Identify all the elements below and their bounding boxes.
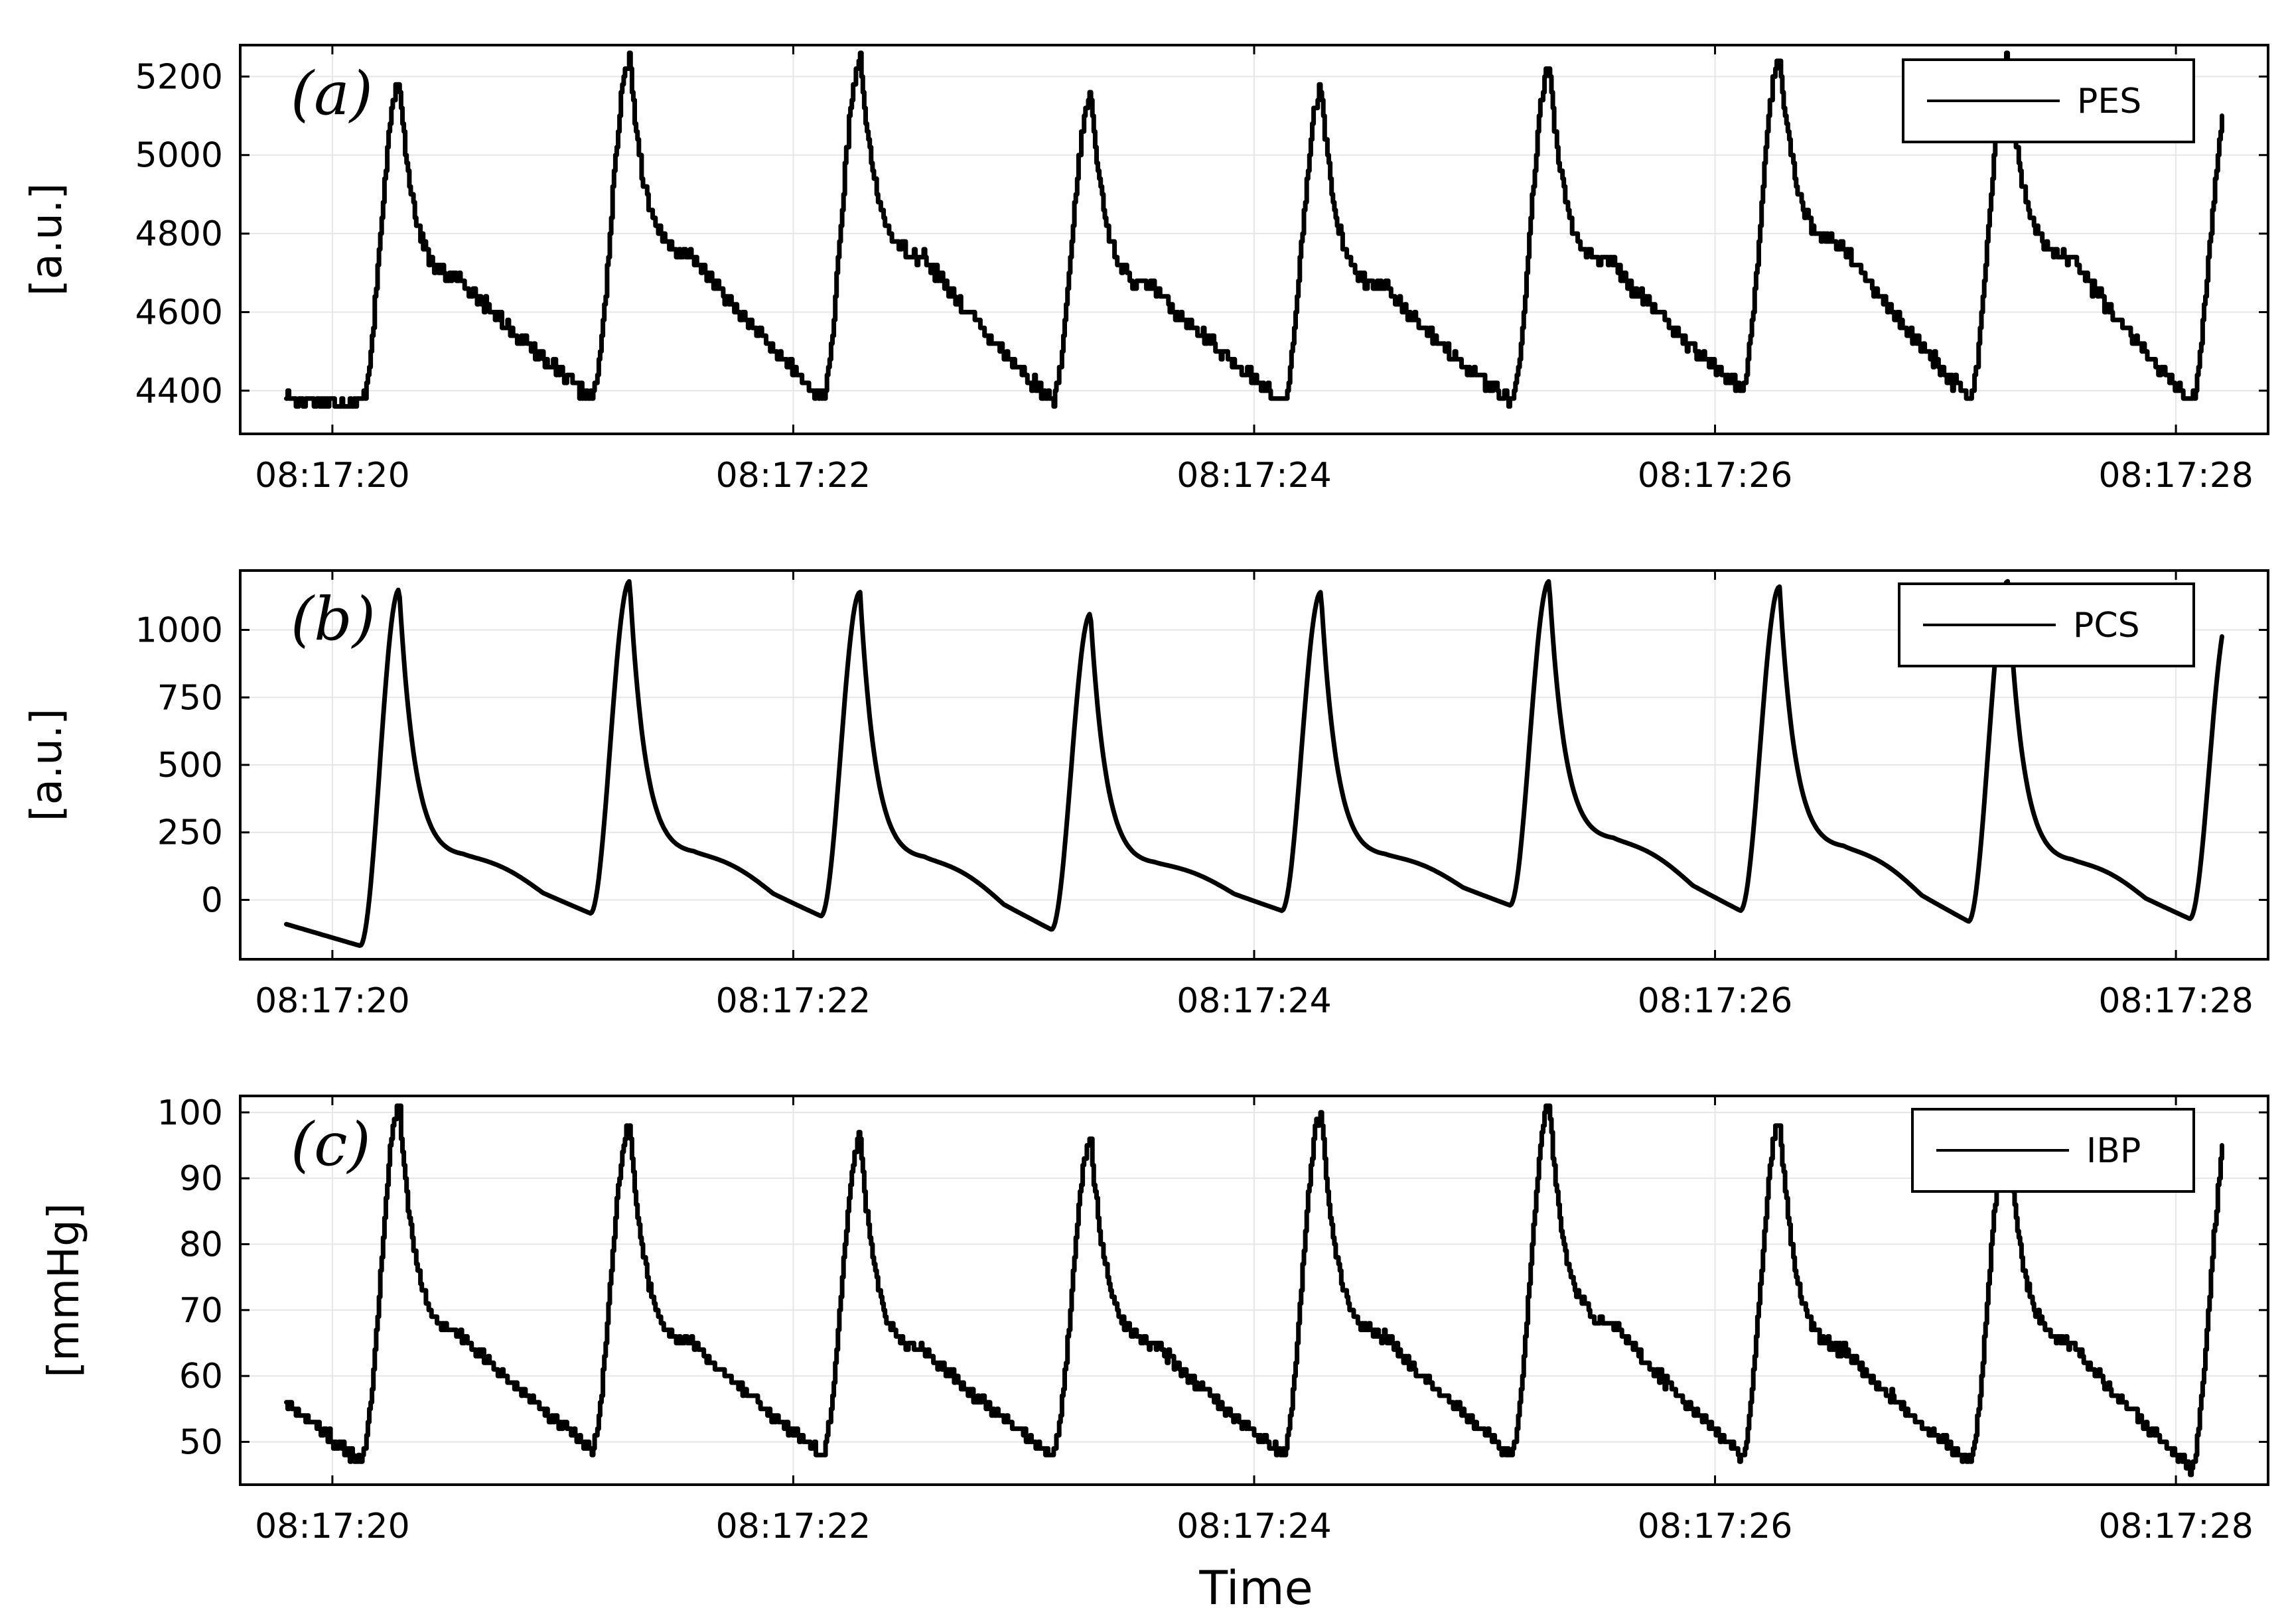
x-tick-label: 08:17:28: [2098, 456, 2253, 496]
series-line-ibp: [284, 1103, 2224, 1477]
x-tick-label: 08:17:26: [1638, 456, 1793, 496]
x-tick-label: 08:17:22: [716, 1507, 871, 1546]
y-tick-label: 4400: [135, 372, 223, 411]
legend-entry: PES: [2077, 82, 2141, 121]
x-tick-label: 08:17:22: [716, 981, 871, 1021]
y-tick-label: 80: [179, 1225, 223, 1264]
legend-entry: IBP: [2086, 1131, 2141, 1171]
x-tick-label: 08:17:28: [2098, 1507, 2253, 1546]
legend: IBP: [1911, 1108, 2195, 1193]
x-tick-label: 08:17:22: [716, 456, 871, 496]
y-axis-title: [a.u.]: [23, 183, 72, 296]
x-tick-label: 08:17:24: [1177, 981, 1332, 1021]
x-tick-label: 08:17:20: [255, 981, 410, 1021]
x-tick-label: 08:17:20: [255, 1507, 410, 1546]
panel-tag: (a): [291, 59, 373, 129]
y-tick-label: 50: [179, 1422, 223, 1462]
panel-b: 08:17:20 08:17:22 08:17:24 08:17:26 08:17:28…: [23, 569, 2269, 1021]
y-tick-label: 90: [179, 1159, 223, 1199]
legend-entry: PCS: [2073, 606, 2140, 645]
y-tick-label: 4600: [135, 293, 223, 333]
x-tick-label: 08:17:24: [1177, 1507, 1332, 1546]
panel-c: 08:17:20 08:17:22 08:17:24 08:17:26 08:17:28…: [40, 1093, 2269, 1546]
x-tick-label: 08:17:26: [1638, 1507, 1793, 1546]
legend: PCS: [1898, 582, 2195, 667]
y-axis-title: [a.u.]: [23, 709, 72, 821]
panel-tag: (c): [291, 1110, 371, 1180]
y-tick-label: 1000: [135, 611, 223, 651]
x-tick-label: 08:17:20: [255, 456, 410, 496]
y-tick-label: 100: [157, 1093, 223, 1133]
y-tick-label: 0: [201, 880, 223, 920]
series-line-pes: [284, 50, 2224, 409]
y-tick-label: 500: [157, 746, 223, 785]
x-tick-label: 08:17:28: [2098, 981, 2253, 1021]
y-axis-title: [mmHg]: [40, 1203, 89, 1377]
y-tick-label: 5000: [135, 136, 223, 176]
y-tick-label: 750: [157, 678, 223, 718]
y-tick-label: 70: [179, 1291, 223, 1331]
legend: PES: [1902, 58, 2195, 143]
y-tick-label: 5200: [135, 57, 223, 97]
y-tick-label: 250: [157, 813, 223, 853]
panel-a: 08:17:20 08:17:22 08:17:24 08:17:26 08:17:28…: [23, 44, 2269, 496]
x-axis-title: Time: [1198, 1561, 1313, 1615]
series-line-pcs: [284, 578, 2224, 948]
x-tick-label: 08:17:26: [1638, 981, 1793, 1021]
panel-tag: (b): [291, 584, 376, 654]
x-tick-label: 08:17:24: [1177, 456, 1332, 496]
y-tick-label: 4800: [135, 214, 223, 254]
y-tick-label: 60: [179, 1357, 223, 1396]
